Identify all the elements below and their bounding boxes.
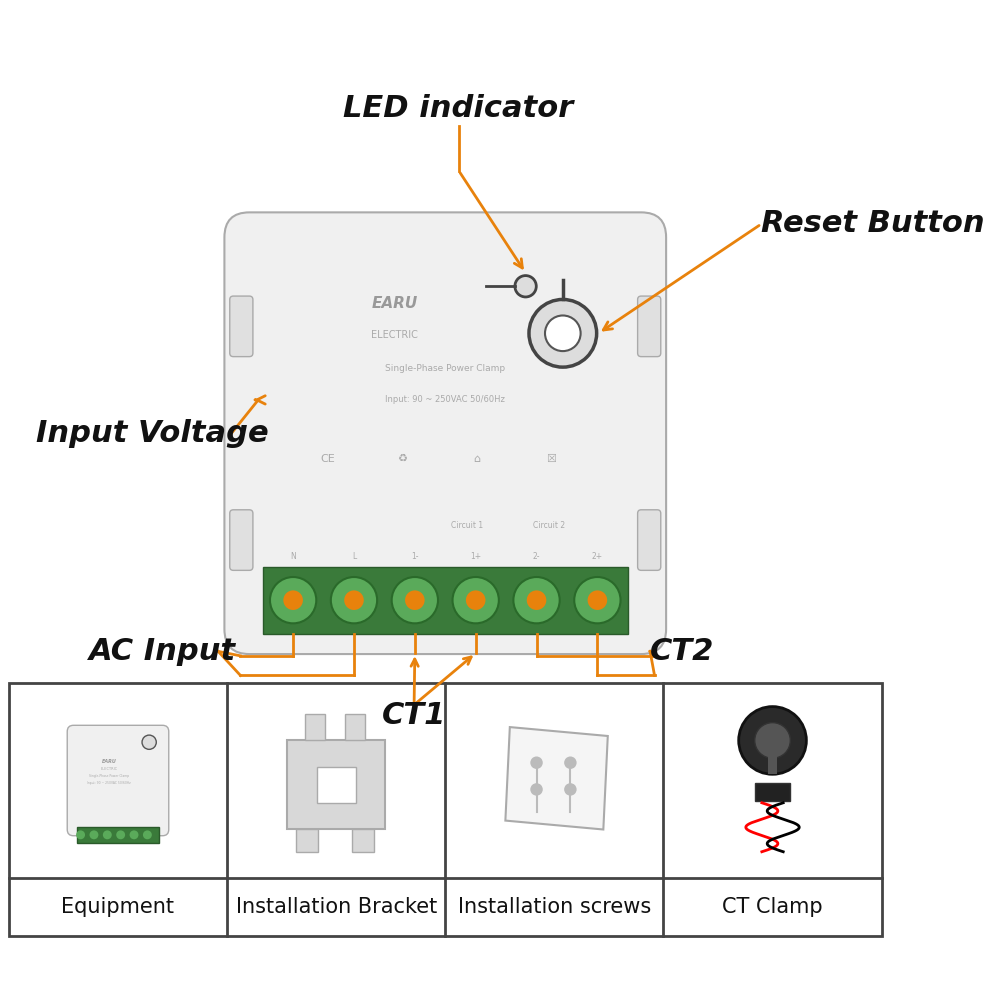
Text: Single-Phase Power Clamp: Single-Phase Power Clamp bbox=[385, 364, 505, 373]
Bar bbox=[345, 714, 365, 740]
Circle shape bbox=[143, 830, 152, 839]
Bar bbox=[263, 567, 628, 634]
Text: N: N bbox=[290, 552, 296, 561]
Text: AC Input: AC Input bbox=[89, 637, 236, 666]
Text: Equipment: Equipment bbox=[61, 897, 174, 917]
Bar bbox=[768, 740, 777, 774]
Text: Circuit 2: Circuit 2 bbox=[533, 521, 565, 530]
Circle shape bbox=[530, 783, 543, 796]
Text: CT2: CT2 bbox=[650, 637, 714, 666]
Text: ⌂: ⌂ bbox=[473, 454, 480, 464]
Text: Reset Button: Reset Button bbox=[761, 209, 985, 238]
Text: LED indicator: LED indicator bbox=[343, 94, 574, 123]
Bar bbox=[77, 827, 159, 843]
Text: EARU: EARU bbox=[371, 296, 417, 311]
Circle shape bbox=[574, 577, 621, 623]
Circle shape bbox=[130, 830, 138, 839]
Bar bbox=[296, 829, 318, 852]
Text: Circuit 1: Circuit 1 bbox=[451, 521, 483, 530]
Bar bbox=[317, 767, 356, 803]
Text: 2+: 2+ bbox=[592, 552, 603, 561]
Bar bbox=[287, 740, 385, 829]
Circle shape bbox=[283, 590, 303, 610]
FancyBboxPatch shape bbox=[230, 510, 253, 570]
FancyBboxPatch shape bbox=[67, 725, 169, 836]
Circle shape bbox=[739, 707, 806, 774]
Circle shape bbox=[344, 590, 364, 610]
Text: CE: CE bbox=[320, 454, 335, 464]
Circle shape bbox=[564, 756, 577, 769]
Text: Single-Phase Power Clamp: Single-Phase Power Clamp bbox=[89, 774, 129, 778]
Circle shape bbox=[755, 723, 790, 758]
FancyBboxPatch shape bbox=[638, 510, 661, 570]
Text: Input Voltage: Input Voltage bbox=[36, 419, 268, 448]
Text: Installation Bracket: Installation Bracket bbox=[236, 897, 437, 917]
Circle shape bbox=[588, 590, 607, 610]
Text: CT1: CT1 bbox=[382, 701, 446, 730]
Circle shape bbox=[331, 577, 377, 623]
Circle shape bbox=[515, 276, 536, 297]
Text: Input: 90 ~ 250VAC 50/60Hz: Input: 90 ~ 250VAC 50/60Hz bbox=[87, 781, 131, 785]
FancyBboxPatch shape bbox=[638, 296, 661, 357]
FancyBboxPatch shape bbox=[230, 296, 253, 357]
Bar bbox=[352, 829, 374, 852]
Circle shape bbox=[405, 590, 425, 610]
Circle shape bbox=[76, 830, 85, 839]
Circle shape bbox=[103, 830, 112, 839]
Polygon shape bbox=[505, 727, 608, 829]
Text: Installation screws: Installation screws bbox=[458, 897, 651, 917]
Text: CT Clamp: CT Clamp bbox=[722, 897, 823, 917]
Text: Input: 90 ~ 250VAC 50/60Hz: Input: 90 ~ 250VAC 50/60Hz bbox=[385, 395, 505, 404]
Text: ☒: ☒ bbox=[546, 454, 556, 464]
Circle shape bbox=[89, 830, 98, 839]
Circle shape bbox=[116, 830, 125, 839]
Circle shape bbox=[530, 756, 543, 769]
FancyBboxPatch shape bbox=[224, 212, 666, 654]
Text: 1+: 1+ bbox=[470, 552, 481, 561]
Circle shape bbox=[466, 590, 485, 610]
Circle shape bbox=[270, 577, 316, 623]
Text: EARU: EARU bbox=[102, 759, 117, 764]
Text: 2-: 2- bbox=[533, 552, 540, 561]
Circle shape bbox=[564, 783, 577, 796]
Text: ELECTRIC: ELECTRIC bbox=[101, 767, 118, 771]
Circle shape bbox=[392, 577, 438, 623]
Circle shape bbox=[527, 590, 546, 610]
Bar bbox=[305, 714, 325, 740]
Circle shape bbox=[529, 299, 597, 367]
Text: 1-: 1- bbox=[411, 552, 419, 561]
Text: ♻: ♻ bbox=[397, 454, 407, 464]
Circle shape bbox=[513, 577, 560, 623]
Bar bbox=[9, 683, 882, 936]
Circle shape bbox=[453, 577, 499, 623]
Text: ELECTRIC: ELECTRIC bbox=[371, 330, 418, 340]
Text: L: L bbox=[352, 552, 356, 561]
Bar bbox=[755, 783, 790, 801]
Circle shape bbox=[142, 735, 156, 749]
Circle shape bbox=[545, 315, 581, 351]
